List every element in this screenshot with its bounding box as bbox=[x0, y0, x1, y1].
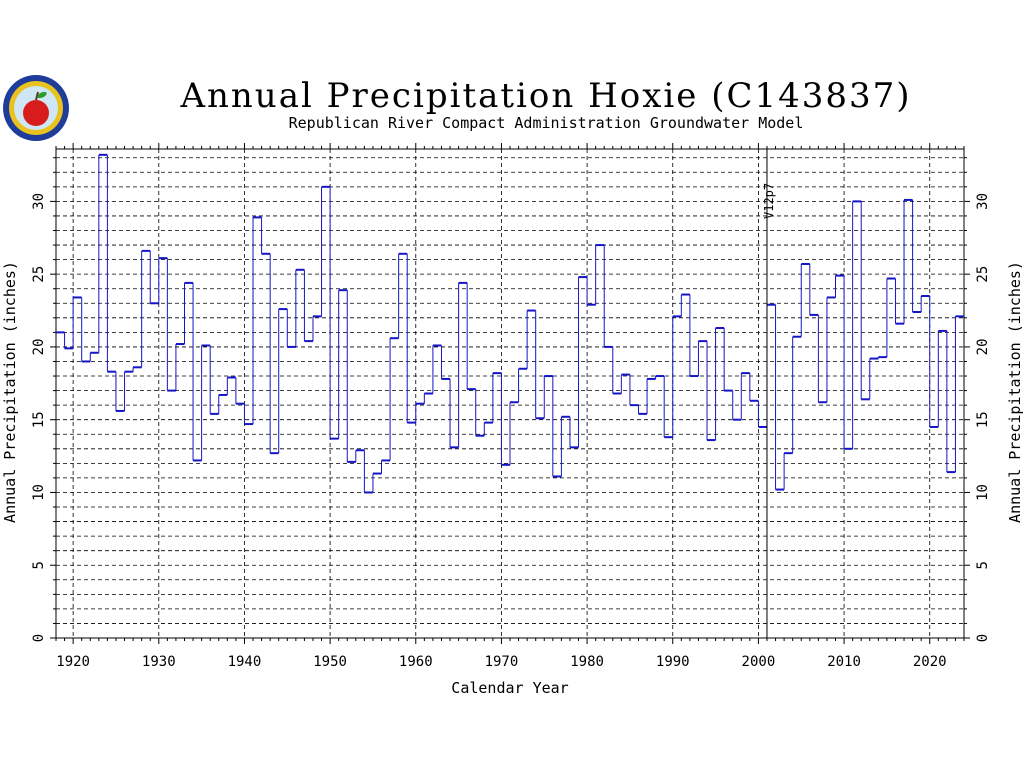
x-tick-label: 1920 bbox=[56, 654, 90, 670]
x-tick-label: 1940 bbox=[228, 654, 262, 670]
apple-logo-icon bbox=[3, 75, 69, 141]
x-tick-label: 1990 bbox=[656, 654, 690, 670]
y-tick-label: 10 bbox=[31, 484, 47, 501]
series-layer bbox=[56, 153, 964, 494]
y-tick-label-right: 0 bbox=[975, 634, 991, 642]
x-tick-label: 1980 bbox=[570, 654, 604, 670]
y-tick-label: 0 bbox=[31, 634, 47, 642]
y-tick-label-right: 10 bbox=[975, 484, 991, 501]
y-tick-label-right: 25 bbox=[975, 266, 991, 283]
x-tick-label: 1930 bbox=[142, 654, 176, 670]
y-tick-label-right: 5 bbox=[975, 561, 991, 569]
x-axis-label: Calendar Year bbox=[451, 679, 568, 697]
y-tick-label-right: 20 bbox=[975, 338, 991, 355]
y-tick-label: 30 bbox=[31, 193, 47, 210]
plot-frame bbox=[55, 148, 965, 639]
x-tick-label: 2000 bbox=[742, 654, 776, 670]
chart-title: Annual Precipitation Hoxie (C143837) bbox=[179, 76, 911, 116]
x-tick-label: 2020 bbox=[913, 654, 947, 670]
y-tick-label: 15 bbox=[31, 411, 47, 428]
annotation-label: V12p7 bbox=[762, 183, 776, 219]
y-axis-label: Annual Precipitation (inches) bbox=[1, 261, 19, 523]
x-tick-label: 1970 bbox=[485, 654, 519, 670]
y-axis-label-right: Annual Precipitation (inches) bbox=[1006, 261, 1024, 523]
grid bbox=[56, 149, 964, 638]
y-tick-label-right: 15 bbox=[975, 411, 991, 428]
chart-subtitle: Republican River Compact Administration … bbox=[289, 114, 804, 132]
annotations: V12p7 bbox=[762, 149, 776, 638]
y-tick-label: 20 bbox=[31, 338, 47, 355]
y-tick-label: 5 bbox=[31, 561, 47, 569]
x-tick-label: 1960 bbox=[399, 654, 433, 670]
y-tick-label: 25 bbox=[31, 266, 47, 283]
y-tick-label-right: 30 bbox=[975, 193, 991, 210]
x-tick-label: 2010 bbox=[827, 654, 861, 670]
logo bbox=[2, 74, 70, 142]
x-tick-label: 1950 bbox=[313, 654, 347, 670]
